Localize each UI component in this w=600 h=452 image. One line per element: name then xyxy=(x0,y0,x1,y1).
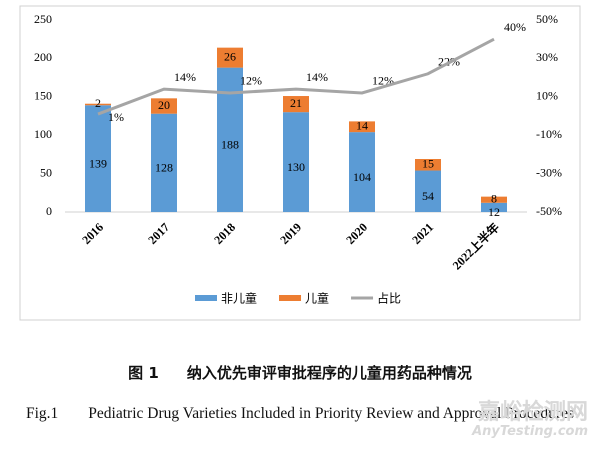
bar xyxy=(481,196,507,203)
data-label: 20 xyxy=(158,98,170,112)
line xyxy=(97,37,495,116)
data-label: 14% xyxy=(306,70,328,84)
bar xyxy=(481,202,507,212)
data-label: 26 xyxy=(224,49,236,63)
legend-key xyxy=(279,295,302,301)
data-label: 139 xyxy=(89,156,107,170)
bar xyxy=(217,47,243,68)
bar xyxy=(283,96,309,113)
x-tick-label: 2019 xyxy=(277,220,304,247)
legend-label: 占比 xyxy=(377,291,401,306)
watermark: 嘉峪检测网 xyxy=(477,400,588,425)
legend-key xyxy=(195,295,217,301)
data-label: 8 xyxy=(491,191,497,205)
data-label: 54 xyxy=(422,189,434,203)
data-label: 14% xyxy=(174,70,196,84)
y2-tick-label: 50% xyxy=(536,12,558,26)
y2-tick-label: 30% xyxy=(536,50,558,64)
data-label: 130 xyxy=(287,160,305,174)
data-label: 12 xyxy=(488,205,500,219)
watermark: AnyTesting.com xyxy=(472,424,588,439)
caption-title: 纳入优先审评审批程序的儿童用药品种情况 xyxy=(186,364,472,382)
legend-label: 儿童 xyxy=(305,291,329,306)
bar xyxy=(415,170,441,212)
y-tick-label: 0 xyxy=(46,204,52,218)
legend-label: 非儿童 xyxy=(221,291,257,306)
data-label: 128 xyxy=(155,161,173,175)
data-label: 104 xyxy=(353,170,371,184)
y2-tick-label: 10% xyxy=(536,89,558,103)
x-tick-label: 2022上半年 xyxy=(449,219,502,272)
y-tick-label: 200 xyxy=(34,50,52,64)
chart-frame xyxy=(19,5,581,321)
data-label: 1% xyxy=(108,110,124,124)
data-label: 40% xyxy=(504,20,526,34)
y2-tick-label: -10% xyxy=(536,127,562,141)
chart: 0 50 100 150 200 250 -50% -30% -10% 10% 30% 50% 2016… xyxy=(19,5,581,321)
bar xyxy=(151,113,177,212)
caption-label: Fig.1 xyxy=(25,405,59,422)
data-label: 21 xyxy=(290,96,302,110)
x-tick-label: 2021 xyxy=(409,220,436,247)
y-tick-label: 100 xyxy=(34,127,52,141)
bar xyxy=(349,121,375,133)
y2-tick-label: -50% xyxy=(536,204,562,218)
data-label: 12% xyxy=(240,74,262,88)
bar xyxy=(283,112,309,212)
bar xyxy=(349,132,375,212)
caption-en: Fig.1 Pediatric Drug Varieties Included i… xyxy=(10,398,590,430)
caption-cn: 图 1 纳入优先审评审批程序的儿童用药品种情况 xyxy=(10,362,590,383)
data-label: 14 xyxy=(356,119,368,133)
bar xyxy=(415,159,441,171)
data-label: 188 xyxy=(221,138,239,152)
y-tick-label: 50 xyxy=(40,165,52,179)
y-tick-label: 150 xyxy=(34,89,52,103)
bar xyxy=(151,98,177,114)
data-label: 15 xyxy=(422,157,434,171)
y-tick-label: 250 xyxy=(34,12,52,26)
x-tick-label: 2016 xyxy=(79,220,106,247)
x-tick-label: 2017 xyxy=(145,220,172,247)
bar xyxy=(85,105,111,212)
caption-title: Pediatric Drug Varieties Included in Pri… xyxy=(88,405,574,422)
bar xyxy=(85,103,111,106)
caption-label: 图 1 xyxy=(128,364,159,382)
data-label: 2 xyxy=(95,96,101,110)
x-tick-label: 2018 xyxy=(211,220,238,247)
x-tick-label: 2020 xyxy=(343,220,370,247)
y2-tick-label: -30% xyxy=(536,165,562,179)
